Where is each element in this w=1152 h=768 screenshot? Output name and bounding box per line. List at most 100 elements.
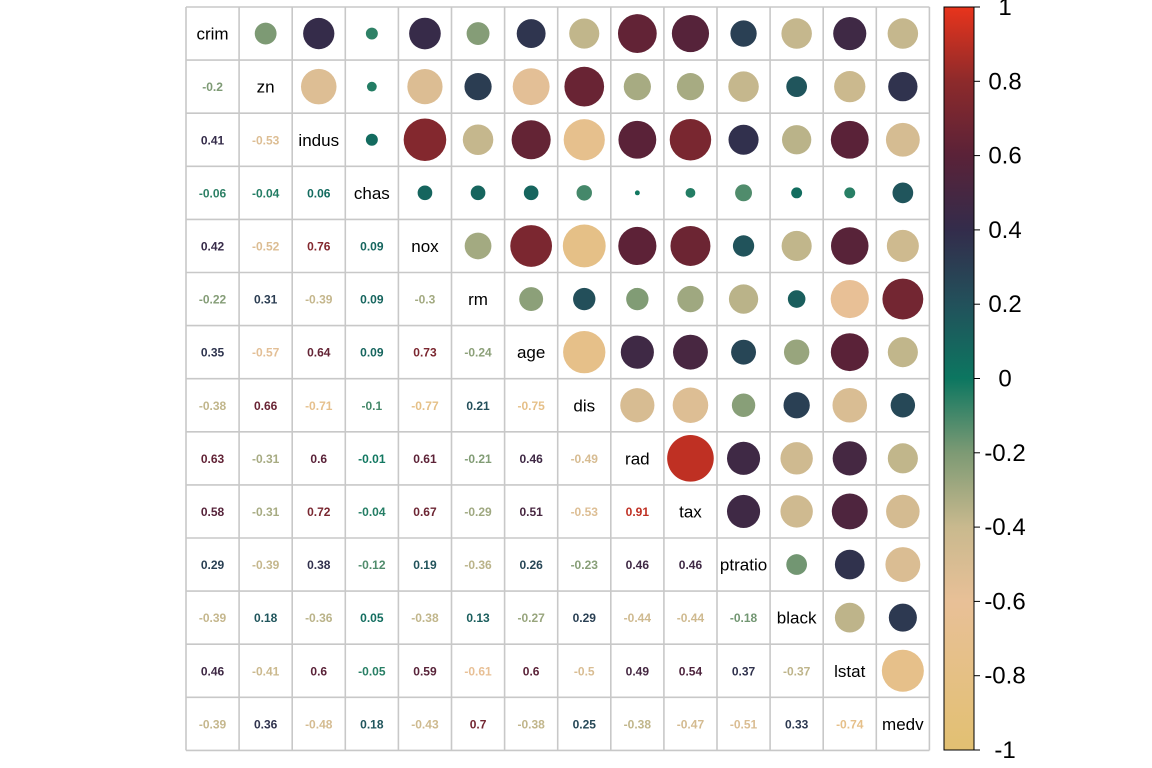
correlation-circle xyxy=(562,224,606,268)
colorbar-gradient-bar xyxy=(943,6,975,751)
correlation-circle xyxy=(732,235,755,257)
variable-label-rad: rad xyxy=(625,449,650,468)
correlation-circle xyxy=(885,122,920,157)
coefficient-label: -0.05 xyxy=(358,664,386,678)
correlation-circle xyxy=(728,71,759,102)
correlation-circle xyxy=(365,133,378,146)
coefficient-label: 0.29 xyxy=(201,558,225,572)
coefficient-label: -0.38 xyxy=(517,717,545,731)
coefficient-label: 0.09 xyxy=(360,346,384,360)
coefficient-label: 0.25 xyxy=(573,717,597,731)
correlation-circle xyxy=(830,279,869,319)
correlation-circle xyxy=(783,392,810,419)
coefficient-label: -0.38 xyxy=(411,611,439,625)
coefficient-label: -0.41 xyxy=(252,664,280,678)
coefficient-label: -0.57 xyxy=(252,346,280,360)
coefficient-label: 0.91 xyxy=(626,505,650,519)
coefficient-label: -0.38 xyxy=(624,717,652,731)
variable-label-black: black xyxy=(777,609,817,628)
coefficient-label: 0.13 xyxy=(466,611,490,625)
correlation-circle xyxy=(892,182,914,204)
coefficient-label: -0.77 xyxy=(411,399,439,413)
coefficient-label: -0.38 xyxy=(199,399,227,413)
correlation-circle xyxy=(466,22,490,46)
variable-label-lstat: lstat xyxy=(834,662,865,681)
correlation-circle xyxy=(564,66,605,107)
correlation-circle xyxy=(623,73,651,101)
colorbar-tick-label: 1 xyxy=(998,0,1011,21)
coefficient-label: 0.72 xyxy=(307,505,331,519)
correlation-circle xyxy=(830,227,869,265)
coefficient-label: 0.18 xyxy=(360,717,384,731)
coefficient-label: 0.58 xyxy=(201,505,225,519)
coefficient-label: 0.21 xyxy=(466,399,490,413)
colorbar-tick-label: 0.4 xyxy=(988,217,1021,244)
coefficient-label: 0.41 xyxy=(201,133,225,147)
correlation-circle xyxy=(888,71,918,102)
correlation-circle xyxy=(417,185,433,201)
correlation-circle xyxy=(510,225,553,267)
coefficient-label: 0.7 xyxy=(470,717,487,731)
correlation-circle xyxy=(676,73,705,101)
correlation-circle xyxy=(634,190,640,196)
coefficient-label: 0.09 xyxy=(360,293,384,307)
correlation-circle xyxy=(511,120,551,160)
correlation-circle xyxy=(462,124,494,156)
correlation-circle xyxy=(726,494,761,529)
coefficient-label: 0.33 xyxy=(785,717,809,731)
correlation-circle xyxy=(887,18,919,49)
colorbar: 1 0.8 0.6 0.4 0.2 0 -0.2 -0.4 -0.6 -0.8 -1 xyxy=(943,0,1026,764)
colorbar-tick-label: -0.8 xyxy=(984,663,1025,690)
coefficient-label: -0.04 xyxy=(358,505,386,519)
correlation-circle xyxy=(677,285,704,313)
variable-label-dis: dis xyxy=(573,396,595,415)
coefficient-label: 0.61 xyxy=(413,452,437,466)
correlation-circle xyxy=(669,119,712,161)
coefficient-label: 0.31 xyxy=(254,293,278,307)
coefficient-label: 0.37 xyxy=(732,664,756,678)
coefficient-label: 0.63 xyxy=(201,452,225,466)
coefficient-label: -0.21 xyxy=(464,452,492,466)
variable-label-chas: chas xyxy=(354,184,390,203)
correlation-circle xyxy=(786,76,808,98)
coefficient-label: 0.18 xyxy=(254,611,278,625)
correlation-circle xyxy=(832,387,868,423)
colorbar-tick-label: 0.8 xyxy=(988,68,1021,95)
correlation-circle xyxy=(888,603,917,632)
coefficient-label: -0.36 xyxy=(305,611,333,625)
coefficient-label: -0.24 xyxy=(464,346,492,360)
coefficient-label: 0.46 xyxy=(626,558,650,572)
coefficient-label: 0.38 xyxy=(307,558,331,572)
variable-label-ptratio: ptratio xyxy=(720,556,767,575)
correlation-circle xyxy=(830,120,869,159)
correlation-circle xyxy=(844,187,856,199)
coefficient-label: -0.39 xyxy=(199,611,227,625)
coefficient-label: -0.48 xyxy=(305,717,333,731)
coefficient-label: -0.12 xyxy=(358,558,386,572)
coefficient-label: -0.5 xyxy=(574,664,595,678)
correlation-circle xyxy=(781,230,812,262)
coefficient-label: -0.51 xyxy=(730,717,758,731)
correlation-circle xyxy=(254,22,277,45)
coefficient-label: -0.3 xyxy=(415,293,436,307)
correlation-circle xyxy=(887,337,918,368)
coefficient-label: -0.37 xyxy=(783,664,811,678)
coefficient-label: 0.42 xyxy=(201,239,225,253)
correlation-circle xyxy=(731,339,757,365)
coefficient-label: -0.27 xyxy=(517,611,545,625)
coefficient-label: -0.36 xyxy=(464,558,492,572)
coefficient-label: 0.46 xyxy=(201,664,225,678)
correlation-circle xyxy=(781,125,812,155)
coefficient-label: -0.01 xyxy=(358,452,386,466)
variable-label-rm: rm xyxy=(468,290,488,309)
coefficient-label: 0.49 xyxy=(626,664,650,678)
coefficient-label: 0.76 xyxy=(307,239,331,253)
correlation-circle xyxy=(670,225,711,266)
correlation-circle xyxy=(620,335,654,369)
coefficient-label: -0.52 xyxy=(252,239,280,253)
coefficient-label: -0.44 xyxy=(677,611,705,625)
coefficient-label: -0.39 xyxy=(252,558,280,572)
coefficient-label: 0.06 xyxy=(307,186,331,200)
coefficient-label: 0.6 xyxy=(310,452,327,466)
correlation-circle xyxy=(834,549,865,580)
